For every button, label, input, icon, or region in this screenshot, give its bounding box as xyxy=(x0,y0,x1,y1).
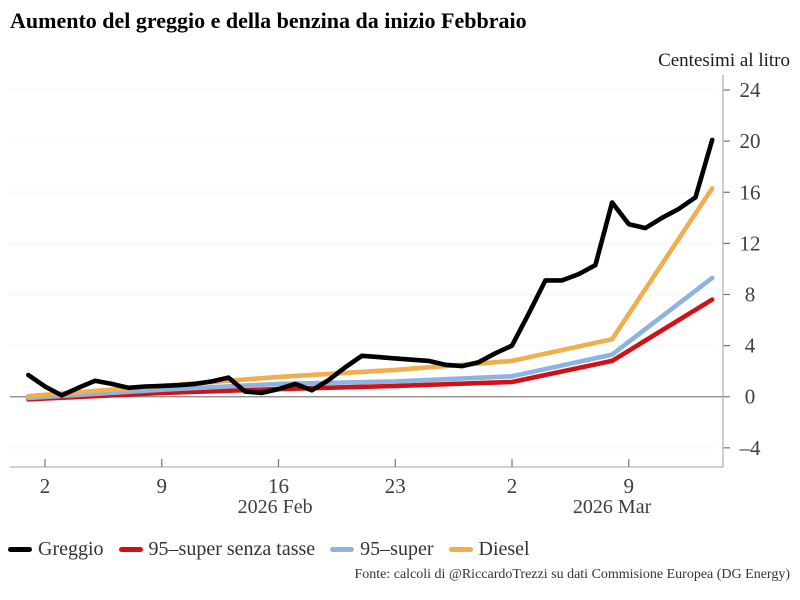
series-line-greggio xyxy=(25,137,715,398)
y-tick-label: 20 xyxy=(740,129,761,153)
x-tick-label: 16 xyxy=(268,474,289,498)
legend-swatch-greggio xyxy=(8,547,32,552)
legend-item-95-super-senza-tasse: 95–super senza tasse xyxy=(118,538,316,561)
x-month-label: 2026 Feb xyxy=(238,496,313,518)
x-tick-label: 2 xyxy=(507,474,518,498)
series-line-95-super-senza-tasse xyxy=(25,297,715,402)
y-tick-label: 8 xyxy=(745,283,756,307)
x-month-label: 2026 Mar xyxy=(573,496,652,518)
y-tick-label: 16 xyxy=(740,180,761,204)
y-tick-label: –4 xyxy=(739,436,762,460)
legend-item-label: 95–super senza tasse xyxy=(148,538,316,560)
legend-item-label: Greggio xyxy=(38,538,104,560)
y-axis-title: Centesimi al litro xyxy=(658,50,790,71)
legend-swatch-95-super xyxy=(330,547,355,552)
legend-item-label: Diesel xyxy=(478,538,530,560)
x-tick-label: 9 xyxy=(624,474,635,498)
legend-item-95-super: 95–super xyxy=(330,538,434,561)
legend: Greggio 95–super senza tasse 95–super Diese… xyxy=(8,538,530,561)
legend-swatch-diesel xyxy=(448,547,473,552)
x-tick-label: 2 xyxy=(40,474,51,498)
source-note: Fonte: calcoli di @RiccardoTrezzi su dat… xyxy=(354,567,790,582)
legend-item-label: 95–super xyxy=(360,538,434,560)
legend-item-greggio: Greggio xyxy=(8,538,104,561)
chart-title: Aumento del greggio e della benzina da i… xyxy=(10,8,527,33)
y-tick-label: 0 xyxy=(745,385,756,409)
x-tick-label: 23 xyxy=(385,474,406,498)
legend-item-diesel: Diesel xyxy=(448,538,530,561)
y-tick-label: 4 xyxy=(745,334,756,358)
x-tick-label: 9 xyxy=(157,474,168,498)
y-tick-label: 12 xyxy=(740,231,761,255)
y-tick-label: 24 xyxy=(740,78,762,102)
series-line-95-super xyxy=(25,275,715,401)
legend-swatch-95-super-senza-tasse xyxy=(118,547,143,552)
